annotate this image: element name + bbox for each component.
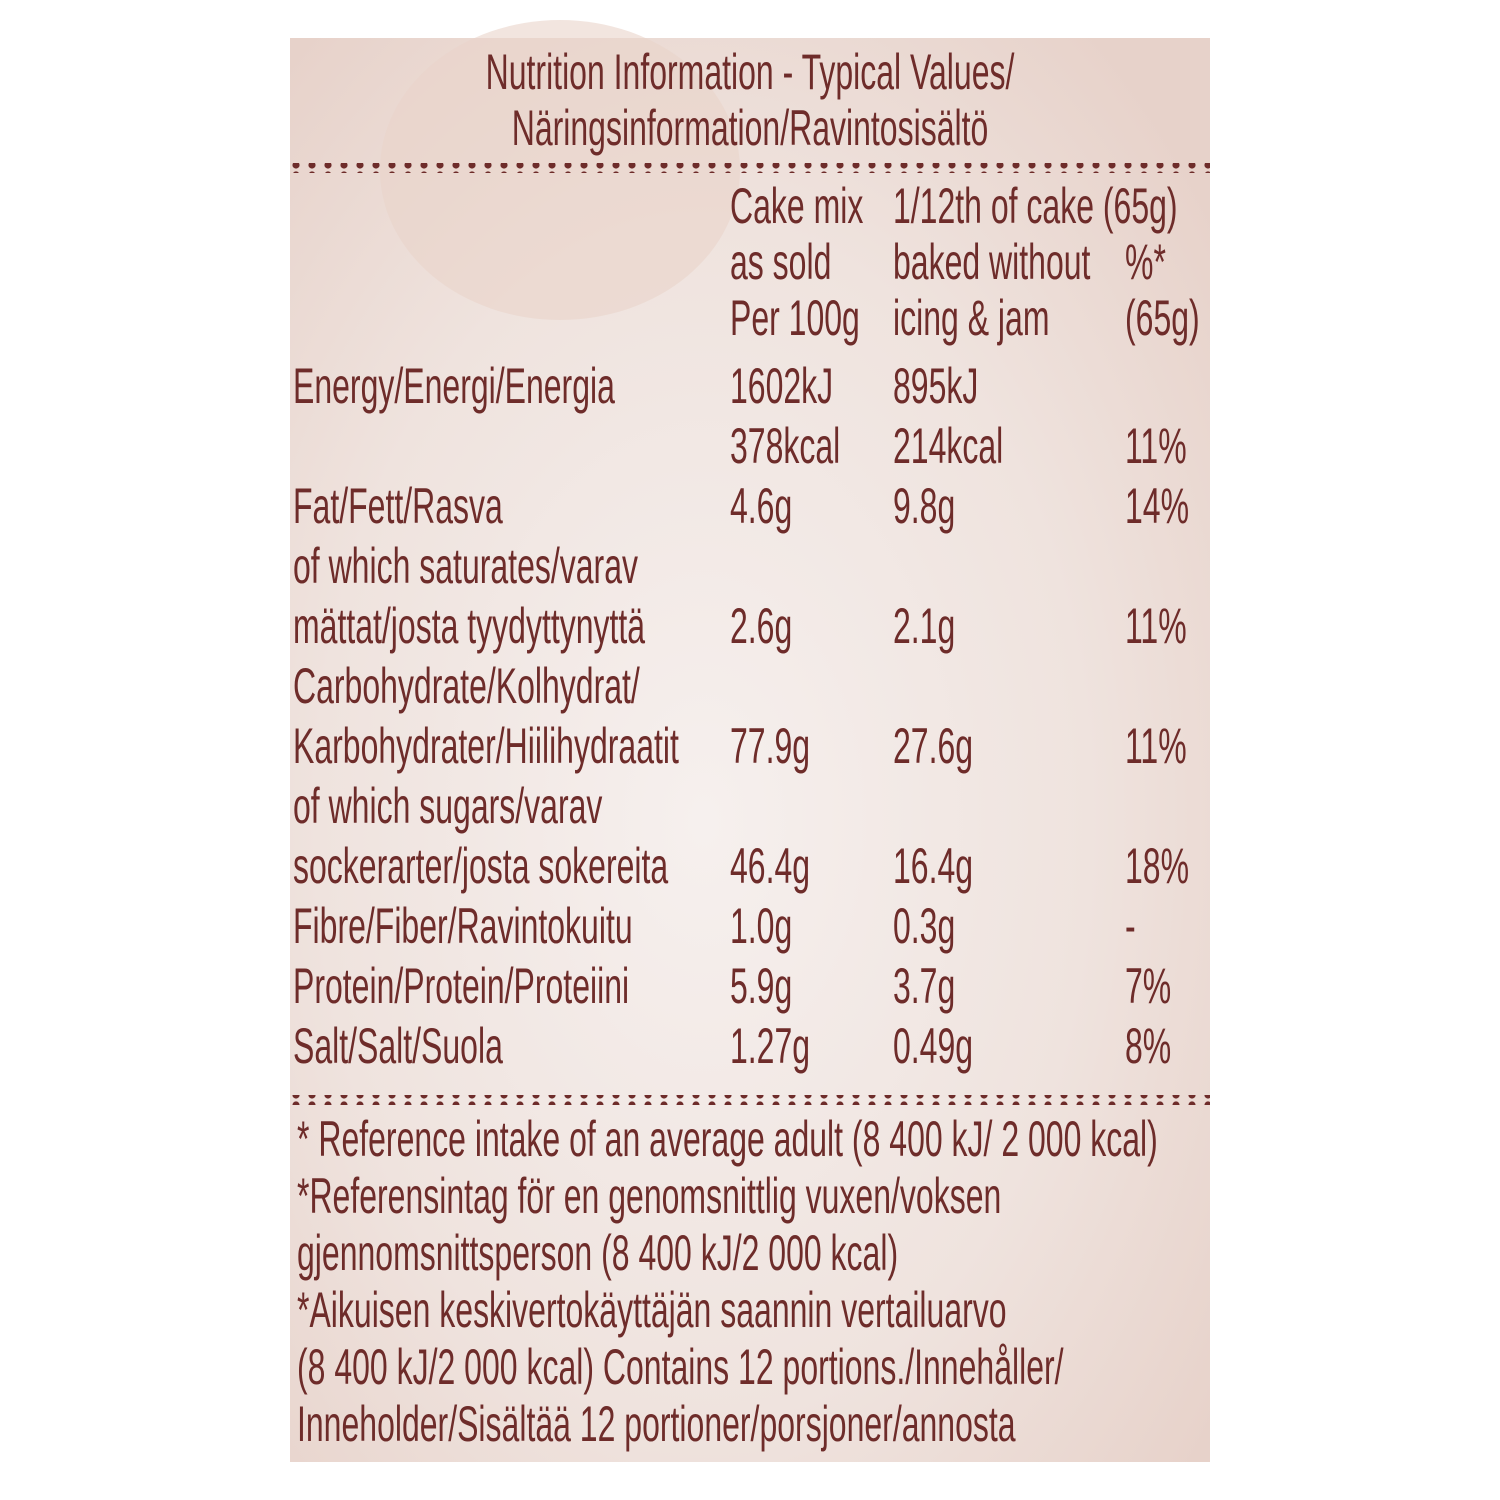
value-per-100g: 1.27g [730,1018,810,1074]
reference-intake: 11% [1125,598,1187,654]
value-per-100g: 77.9g [730,718,810,774]
nutrient-name: Protein/Protein/Proteiini [293,958,629,1014]
value-per-100g: 2.6g [730,598,792,654]
separator [290,1095,1210,1105]
nutrient-name: Salt/Salt/Suola [293,1018,503,1074]
column-header: icing & jam [893,290,1049,346]
nutrient-name: mättat/josta tyydyttynyttä [293,598,646,654]
column-header: %* [1125,234,1166,290]
value-per-100g: 46.4g [730,838,810,894]
value-per-portion: 0.49g [893,1018,973,1074]
value-per-100g: 1602kJ [730,358,833,414]
nutrient-name: sockerarter/josta sokereita [293,838,669,894]
column-header: Cake mix [730,178,863,234]
reference-intake: 8% [1125,1018,1171,1074]
value-per-portion: 16.4g [893,838,973,894]
column-header: (65g) [1125,290,1200,346]
footnote: (8 400 kJ/2 000 kcal) Contains 12 portio… [297,1339,1064,1395]
value-per-portion: 9.8g [893,478,955,534]
nutrient-name: of which sugars/varav [293,778,602,834]
column-header: as sold [730,234,831,290]
content: Nutrition Information - Typical Values/N… [293,44,1200,1452]
title: Nutrition Information - Typical Values/ [486,44,1015,100]
footnote: gjennomsnittsperson (8 400 kJ/2 000 kcal… [297,1225,898,1281]
title: Näringsinformation/Ravintosisältö [512,100,989,156]
nutrient-name: of which saturates/varav [293,538,638,594]
value-per-portion: 3.7g [893,958,955,1014]
reference-intake: 7% [1125,958,1171,1014]
footnote: *Aikuisen keskivertokäyttäjän saannin ve… [297,1282,1007,1338]
nutrient-name: Fibre/Fiber/Ravintokuitu [293,898,633,954]
footnote: Inneholder/Sisältää 12 portioner/porsjon… [297,1396,1016,1452]
nutrient-name: Fat/Fett/Rasva [293,478,503,534]
reference-intake: 11% [1125,718,1187,774]
value-per-portion: 0.3g [893,898,955,954]
nutrient-name: Karbohydrater/Hiilihydraatit [293,718,679,774]
value-per-100g: 1.0g [730,898,792,954]
column-header: baked without [893,234,1091,290]
separator [290,163,1210,173]
nutrient-name: Energy/Energi/Energia [293,358,615,414]
reference-intake: 18% [1125,838,1189,894]
nutrient-name: Carbohydrate/Kolhydrat/ [293,658,640,714]
column-header: 1/12th of cake (65g) [893,178,1178,234]
footnote: * Reference intake of an average adult (… [297,1111,1158,1167]
value-per-portion: 214kcal [893,418,1003,474]
reference-intake: 11% [1125,418,1187,474]
value-per-portion: 895kJ [893,358,978,414]
footnote: *Referensintag för en genomsnittlig vuxe… [297,1168,1001,1224]
value-per-portion: 2.1g [893,598,955,654]
reference-intake: - [1125,898,1136,954]
value-per-100g: 4.6g [730,478,792,534]
value-per-100g: 5.9g [730,958,792,1014]
reference-intake: 14% [1125,478,1189,534]
value-per-100g: 378kcal [730,418,840,474]
value-per-portion: 27.6g [893,718,973,774]
column-header: Per 100g [730,290,860,346]
